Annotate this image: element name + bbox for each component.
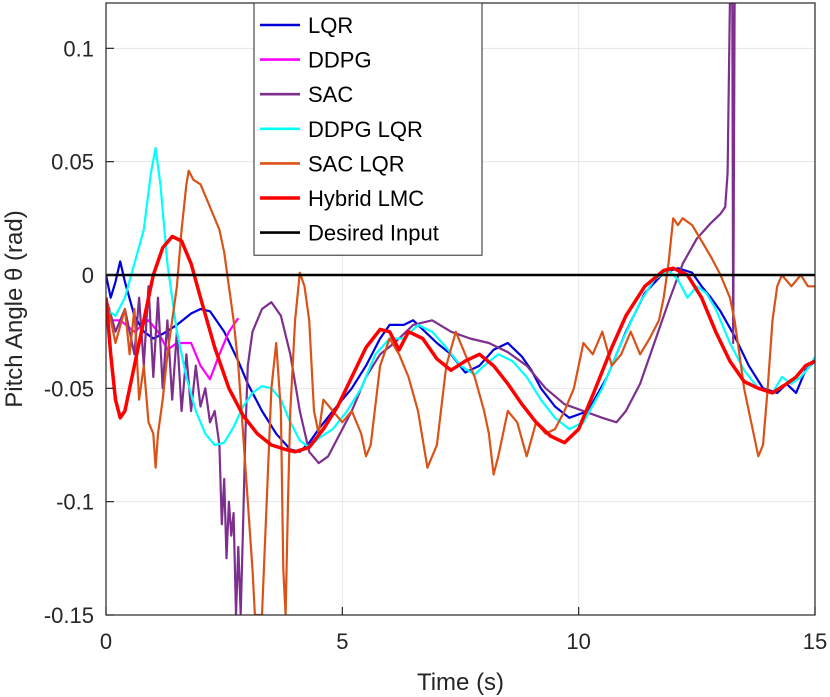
legend-label-sac-lqr: SAC LQR <box>308 151 405 176</box>
axis-ticks: 0 5 10 15 -0.15 -0.1 -0.05 0 0.05 0.1 <box>44 36 827 654</box>
y-tick-label: -0.05 <box>44 376 94 401</box>
x-tick-label: 15 <box>803 629 827 654</box>
series-line-sac <box>106 3 736 615</box>
y-tick-label: 0.05 <box>51 150 94 175</box>
legend: LQR DDPG SAC DDPG LQR SAC LQR Hybrid LMC Desir… <box>253 2 483 256</box>
y-tick-label: 0.1 <box>63 36 94 61</box>
legend-label-lqr: LQR <box>308 13 353 38</box>
legend-label-desired-input: Desired Input <box>308 221 439 246</box>
series-line-hybrid-lmc <box>106 234 815 454</box>
y-tick-label: -0.15 <box>44 603 94 628</box>
y-tick-label: -0.1 <box>56 490 94 515</box>
y-tick-label: 0 <box>82 263 94 288</box>
series-line-ddpg-lqr <box>106 147 815 449</box>
legend-label-hybrid-lmc: Hybrid LMC <box>308 186 424 211</box>
series-line-lqr <box>106 260 815 453</box>
x-tick-label: 5 <box>336 629 348 654</box>
x-axis-label: Time (s) <box>417 669 504 696</box>
y-axis-label: Pitch Angle θ (rad) <box>1 210 28 407</box>
x-tick-label: 0 <box>100 629 112 654</box>
legend-label-ddpg-lqr: DDPG LQR <box>308 117 423 142</box>
x-tick-label: 10 <box>566 629 590 654</box>
legend-label-sac: SAC <box>308 82 353 107</box>
series-line-sac-lqr <box>106 169 815 615</box>
legend-label-ddpg: DDPG <box>308 48 372 73</box>
plot-area <box>106 3 815 615</box>
